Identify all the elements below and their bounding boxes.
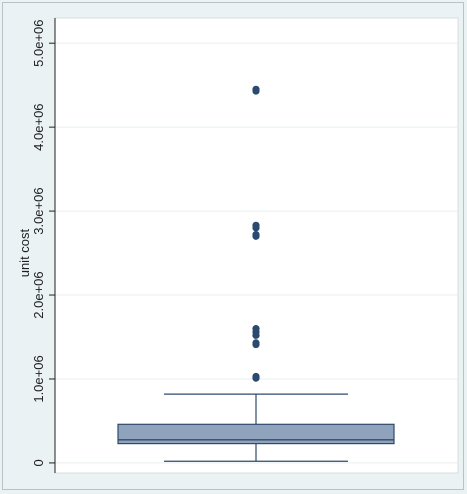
outlier-point bbox=[252, 230, 260, 239]
y-tick-label: 4.0e+06 bbox=[31, 103, 46, 150]
y-axis-title: unit cost bbox=[17, 228, 32, 277]
outlier-point bbox=[252, 325, 260, 333]
outliers bbox=[252, 85, 260, 382]
box-plot bbox=[117, 393, 395, 462]
gridlines bbox=[55, 42, 458, 464]
outlier-point bbox=[252, 221, 260, 229]
outlier-point bbox=[252, 339, 260, 347]
outlier-point bbox=[252, 372, 260, 381]
graph-frame: 0 1.0e+06 2.0e+06 3.0e+06 4.0e+06 5.0e+06 uni… bbox=[2, 2, 464, 490]
outlier-point bbox=[252, 85, 260, 93]
y-tick-label: 3.0e+06 bbox=[31, 187, 46, 234]
y-tick-label: 0 bbox=[31, 459, 46, 466]
y-tick-label: 1.0e+06 bbox=[31, 355, 46, 402]
y-tick-label: 2.0e+06 bbox=[31, 271, 46, 318]
box-plot-chart: 0 1.0e+06 2.0e+06 3.0e+06 4.0e+06 5.0e+06 uni… bbox=[17, 17, 459, 474]
y-axis-ticks: 0 1.0e+06 2.0e+06 3.0e+06 4.0e+06 5.0e+06 bbox=[31, 20, 55, 467]
interquartile-box bbox=[117, 423, 395, 445]
y-tick-label: 5.0e+06 bbox=[31, 20, 46, 67]
